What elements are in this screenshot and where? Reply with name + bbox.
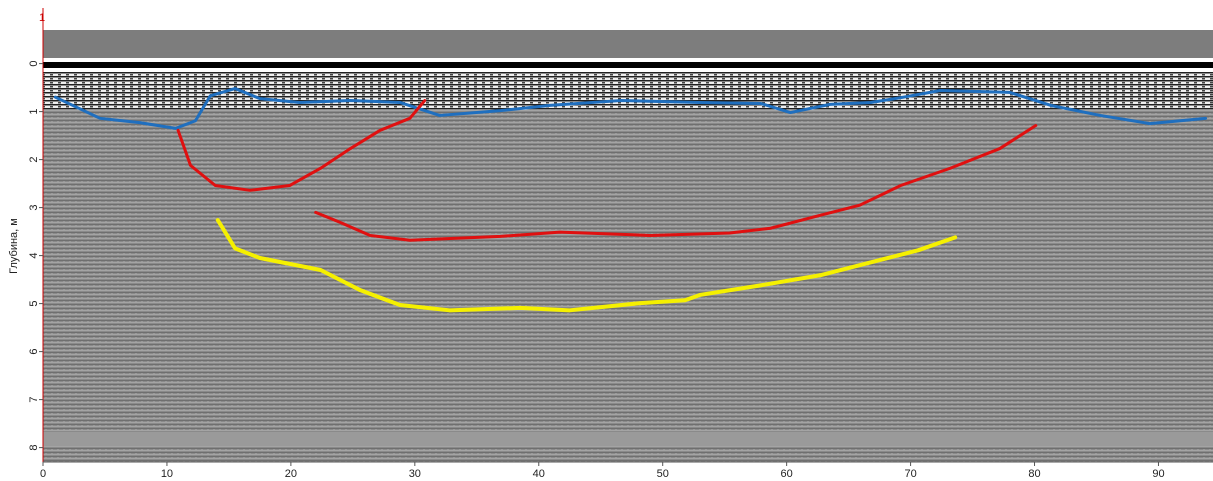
x-tick-label: 60: [781, 468, 793, 480]
y-tick-label: 1: [28, 109, 40, 115]
y-tick-label: 2: [28, 157, 40, 163]
x-tick-label: 80: [1028, 468, 1040, 480]
x-tick-label: 20: [285, 468, 297, 480]
x-tick-label: 30: [409, 468, 421, 480]
x-tick-label: 50: [657, 468, 669, 480]
x-tick-label: 40: [533, 468, 545, 480]
x-tick-label: 90: [1152, 468, 1164, 480]
y-tick-label: 7: [28, 397, 40, 403]
y-tick-label: 3: [28, 205, 40, 211]
y-tick-label: 0: [28, 61, 40, 67]
marker-label: 1: [39, 12, 45, 24]
x-tick-label: 0: [40, 468, 46, 480]
x-tick-label: 70: [904, 468, 916, 480]
y-tick-label: 8: [28, 445, 40, 451]
chart: 1 Глубина, м 012345678010203040506070809…: [0, 0, 1213, 481]
y-tick-label: 6: [28, 349, 40, 355]
x-tick-label: 10: [161, 468, 173, 480]
y-tick-label: 5: [28, 301, 40, 307]
y-axis-label: Глубина, м: [8, 218, 20, 274]
y-tick-label: 4: [28, 253, 40, 259]
